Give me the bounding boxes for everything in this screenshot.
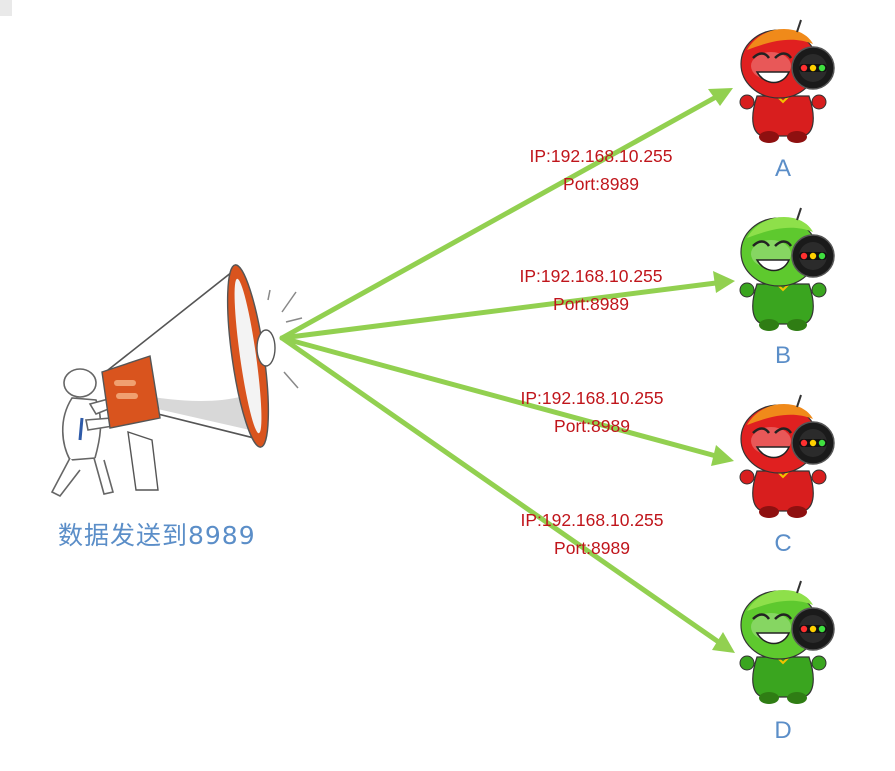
sender-figure bbox=[50, 264, 303, 498]
address-a-ip: IP:192.168.10.255 bbox=[529, 146, 673, 166]
mascot-icon-d bbox=[739, 580, 835, 704]
address-b-ip: IP:192.168.10.255 bbox=[519, 266, 663, 286]
address-d-port: Port:8989 bbox=[554, 538, 630, 558]
address-b: IP:192.168.10.255 Port:8989 bbox=[491, 262, 691, 318]
sender-caption: 数据发送到8989 bbox=[58, 521, 256, 550]
arrowhead-c bbox=[711, 445, 734, 466]
receiver-mascots bbox=[739, 19, 835, 704]
arrowhead-b bbox=[713, 271, 735, 293]
arrow-to-a bbox=[279, 94, 719, 341]
receiver-label-c: C bbox=[774, 530, 792, 557]
receiver-label-b: B bbox=[774, 342, 791, 369]
mascot-icon-c bbox=[739, 394, 835, 518]
corner-mark bbox=[0, 0, 12, 16]
arrowhead-a bbox=[708, 88, 733, 106]
address-b-port: Port:8989 bbox=[553, 294, 629, 314]
megaphone-icon bbox=[101, 264, 303, 491]
address-d-ip: IP:192.168.10.255 bbox=[520, 510, 664, 530]
arrowhead-d bbox=[712, 632, 735, 653]
mascot-icon-a bbox=[739, 19, 835, 143]
address-c: IP:192.168.10.255 Port:8989 bbox=[492, 384, 692, 440]
receiver-label-a: A bbox=[774, 155, 791, 182]
arrow-to-d bbox=[279, 335, 723, 646]
mascot-icon-b bbox=[739, 207, 835, 331]
arrow-to-b bbox=[279, 280, 719, 341]
broadcast-arrows bbox=[279, 88, 735, 653]
address-a-port: Port:8989 bbox=[563, 174, 639, 194]
address-c-ip: IP:192.168.10.255 bbox=[520, 388, 664, 408]
arrow-to-c bbox=[279, 335, 719, 459]
address-a: IP:192.168.10.255 Port:8989 bbox=[501, 142, 701, 198]
receiver-label-d: D bbox=[774, 717, 792, 744]
address-c-port: Port:8989 bbox=[554, 416, 630, 436]
address-d: IP:192.168.10.255 Port:8989 bbox=[492, 506, 692, 562]
